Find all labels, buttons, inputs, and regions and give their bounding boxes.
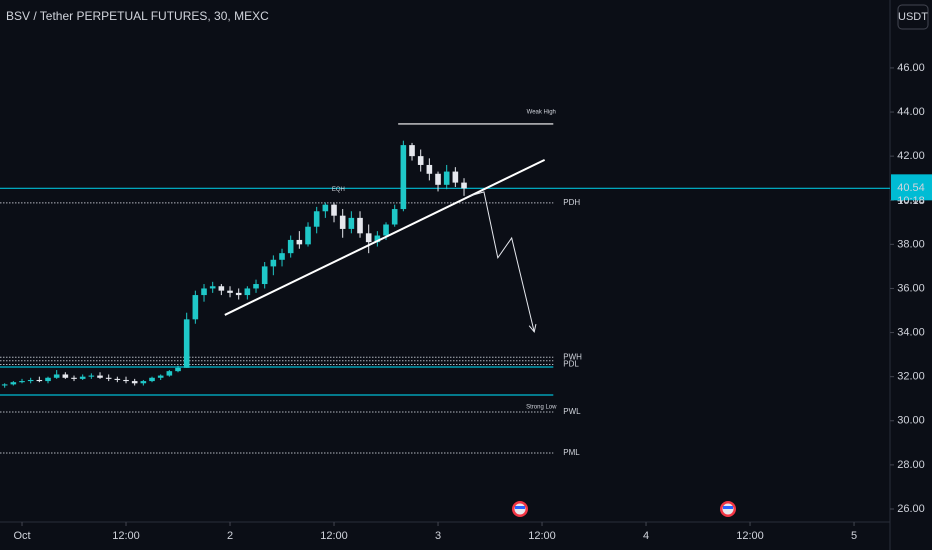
candle-body bbox=[287, 239, 294, 254]
candle-body bbox=[27, 379, 34, 382]
annotation: EQH bbox=[332, 187, 345, 193]
x-tick-label: 12:00 bbox=[320, 530, 348, 542]
candle-body bbox=[435, 173, 441, 185]
candle-body bbox=[348, 217, 355, 229]
price-label-box bbox=[891, 174, 932, 201]
countdown: 10:18 bbox=[897, 195, 925, 207]
candle-body bbox=[97, 375, 103, 378]
candle-body bbox=[157, 375, 164, 378]
candle-body bbox=[244, 288, 251, 296]
candle-body bbox=[296, 239, 303, 245]
candle-body bbox=[45, 377, 51, 382]
y-tick-label: 46.00 bbox=[897, 62, 925, 74]
candle-body bbox=[123, 379, 129, 382]
price-label: 40.54 bbox=[897, 182, 925, 194]
candle-body bbox=[71, 377, 77, 379]
candle-body bbox=[365, 233, 372, 243]
level-label: Weak High bbox=[527, 110, 556, 116]
candle-body bbox=[53, 374, 60, 378]
candle-body bbox=[322, 204, 329, 212]
x-tick-label: 5 bbox=[851, 530, 857, 542]
candle-body bbox=[426, 164, 433, 174]
y-tick-label: 38.00 bbox=[897, 238, 925, 250]
x-tick-label: Oct bbox=[13, 530, 30, 542]
candle-body bbox=[10, 382, 17, 385]
x-tick-label: 3 bbox=[435, 530, 441, 542]
chart-title: BSV / Tether PERPETUAL FUTURES, 30, MEXC bbox=[6, 9, 269, 23]
candle-body bbox=[313, 211, 320, 227]
candle-body bbox=[461, 182, 467, 189]
candle-body bbox=[279, 253, 285, 260]
y-tick-label: 26.00 bbox=[897, 503, 925, 515]
candle-body bbox=[331, 204, 337, 216]
y-tick-label: 42.00 bbox=[897, 150, 925, 162]
candle-body bbox=[235, 292, 242, 296]
y-tick-label: 36.00 bbox=[897, 282, 925, 294]
y-tick-label: 34.00 bbox=[897, 326, 925, 338]
currency-button[interactable] bbox=[897, 4, 929, 30]
candle-body bbox=[62, 374, 69, 378]
level-label: Strong Low bbox=[526, 405, 557, 411]
x-tick-label: 4 bbox=[643, 530, 649, 542]
candle-body bbox=[209, 286, 216, 289]
candle-body bbox=[400, 145, 407, 210]
candle-body bbox=[417, 156, 424, 165]
x-tick-label: 2 bbox=[227, 530, 233, 542]
candle-body bbox=[270, 259, 277, 267]
currency-label[interactable]: USDT bbox=[898, 11, 928, 23]
candle-body bbox=[88, 375, 95, 377]
candle-body bbox=[79, 376, 86, 379]
level-label: PDH bbox=[563, 198, 580, 207]
candle-body bbox=[218, 286, 225, 291]
candle-body bbox=[443, 171, 450, 185]
candle-body bbox=[131, 381, 138, 384]
candle-body bbox=[201, 288, 207, 296]
candle-body bbox=[36, 379, 43, 382]
candle-body bbox=[374, 235, 381, 243]
y-tick-label: 28.00 bbox=[897, 459, 925, 471]
y-tick-label: 30.00 bbox=[897, 415, 925, 427]
candle-body bbox=[1, 384, 8, 386]
level-label: PDL bbox=[563, 360, 579, 369]
y-tick-label: 44.00 bbox=[897, 106, 925, 118]
event-icon[interactable] bbox=[512, 501, 528, 517]
projection-path bbox=[469, 191, 535, 333]
candle-body bbox=[175, 367, 181, 372]
candle-body bbox=[383, 224, 389, 236]
candle-body bbox=[227, 290, 233, 293]
candle-body bbox=[149, 377, 155, 382]
candle-body bbox=[192, 295, 199, 320]
candle-body bbox=[114, 378, 121, 380]
candle-body bbox=[305, 226, 311, 245]
level-label: PWL bbox=[563, 407, 581, 416]
candle-body bbox=[183, 319, 190, 368]
level-label: PML bbox=[563, 448, 580, 457]
x-tick-label: 12:00 bbox=[736, 530, 764, 542]
candle-body bbox=[261, 266, 268, 285]
candle-body bbox=[253, 284, 259, 289]
candle-body bbox=[409, 145, 415, 157]
candle-body bbox=[140, 381, 147, 384]
y-tick-label: 32.00 bbox=[897, 371, 925, 383]
candle-body bbox=[391, 209, 398, 225]
trend-line bbox=[224, 158, 546, 316]
arrow-head bbox=[528, 323, 537, 334]
x-tick-label: 12:00 bbox=[112, 530, 140, 542]
candle-body bbox=[339, 215, 346, 229]
candle-body bbox=[452, 171, 459, 183]
level-label: PWH bbox=[563, 352, 582, 361]
x-tick-label: 12:00 bbox=[528, 530, 556, 542]
candle-body bbox=[357, 217, 363, 234]
candle-body bbox=[19, 381, 25, 383]
event-icon[interactable] bbox=[720, 501, 736, 517]
candle-body bbox=[166, 371, 173, 376]
candle-body bbox=[105, 377, 112, 379]
